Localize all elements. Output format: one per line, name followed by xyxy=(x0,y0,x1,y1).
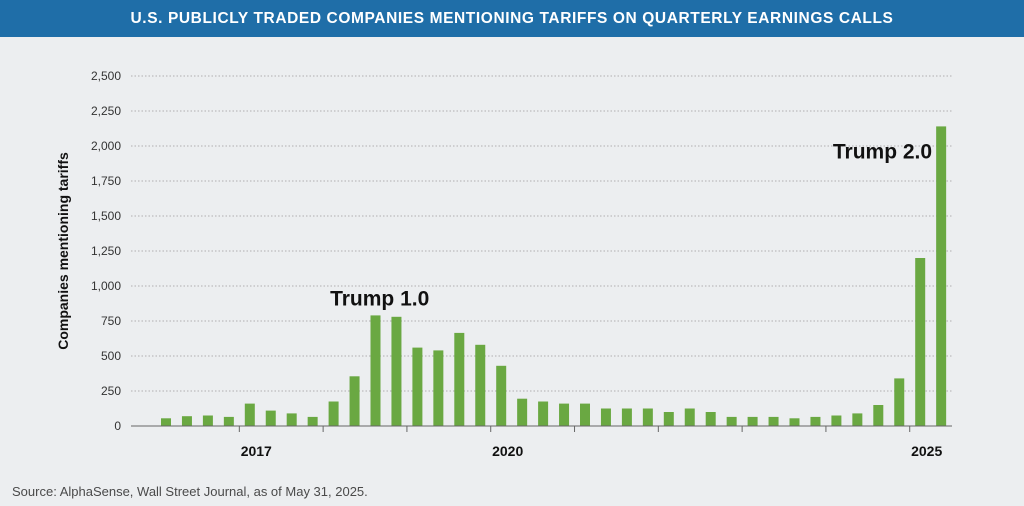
y-tick-label: 2,250 xyxy=(91,104,121,118)
bar xyxy=(475,344,486,426)
bar xyxy=(244,403,255,426)
y-tick-label: 0 xyxy=(114,419,121,433)
chart-title: U.S. PUBLICLY TRADED COMPANIES MENTIONIN… xyxy=(130,9,894,27)
bar xyxy=(538,401,549,426)
bar xyxy=(391,316,402,426)
bar xyxy=(328,401,339,426)
bar xyxy=(642,408,653,426)
bar xyxy=(894,378,905,426)
y-tick-label: 1,000 xyxy=(91,279,121,293)
bar xyxy=(454,332,465,426)
annotation-label: Trump 1.0 xyxy=(330,288,429,311)
x-tick-label: 2020 xyxy=(492,443,523,459)
bar xyxy=(223,416,234,426)
bar xyxy=(517,398,528,426)
bar xyxy=(580,403,590,426)
y-tick-label: 2,000 xyxy=(91,139,121,153)
bar xyxy=(286,413,297,426)
y-tick-label: 500 xyxy=(101,349,121,363)
bar xyxy=(265,410,276,426)
bar xyxy=(915,258,926,426)
bar xyxy=(349,376,360,426)
bar xyxy=(202,415,213,426)
bar xyxy=(726,416,737,426)
source-note: Source: AlphaSense, Wall Street Journal,… xyxy=(12,484,368,499)
y-tick-label: 250 xyxy=(101,384,121,398)
x-tick-label: 2017 xyxy=(241,443,272,459)
bar xyxy=(433,350,444,426)
bar xyxy=(559,403,570,426)
bar xyxy=(307,416,318,426)
bar xyxy=(810,416,821,426)
bar xyxy=(852,413,863,426)
bar xyxy=(705,412,716,426)
bar xyxy=(789,418,800,426)
bar xyxy=(936,126,947,427)
annotation-label: Trump 2.0 xyxy=(833,141,932,164)
chart-title-banner: U.S. PUBLICLY TRADED COMPANIES MENTIONIN… xyxy=(0,0,1024,37)
bar xyxy=(370,315,381,426)
bar xyxy=(768,416,779,426)
x-tick-label: 2025 xyxy=(911,443,942,459)
bar xyxy=(747,416,758,426)
y-tick-label: 1,250 xyxy=(91,244,121,258)
bar xyxy=(873,405,884,426)
y-tick-label: 1,750 xyxy=(91,174,121,188)
y-tick-label: 1,500 xyxy=(91,209,121,223)
bar xyxy=(161,418,171,426)
bar xyxy=(684,408,695,426)
bar xyxy=(663,412,674,426)
bar xyxy=(412,347,423,426)
y-tick-label: 2,500 xyxy=(91,69,121,83)
bar xyxy=(600,408,611,426)
bar xyxy=(831,415,842,426)
y-axis-title: Companies mentioning tariffs xyxy=(55,152,71,350)
bar xyxy=(621,408,632,426)
bar xyxy=(496,365,507,426)
bar xyxy=(181,416,192,426)
y-tick-label: 750 xyxy=(101,314,121,328)
bar-chart: 0 250 500 750 1,000 1,250 1,500 1,750 2,000 2,250… xyxy=(55,69,952,459)
